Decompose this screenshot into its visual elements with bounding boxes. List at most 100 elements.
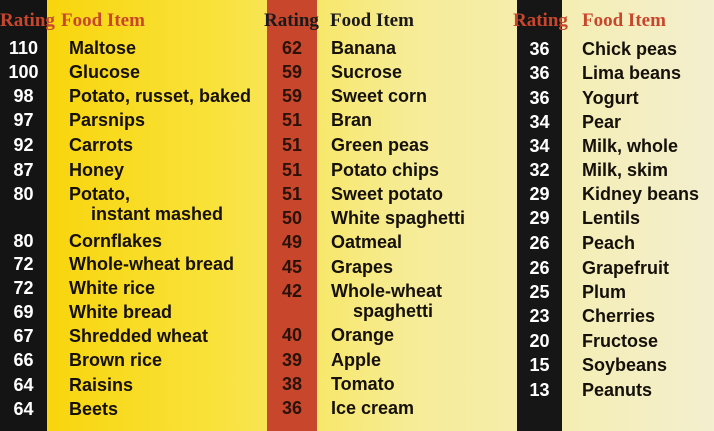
food-item: Peach bbox=[582, 233, 635, 253]
food-item-name: Beets bbox=[69, 399, 119, 419]
food-item-name: Grapes bbox=[331, 257, 394, 277]
food-item-name: Kidney beans bbox=[582, 184, 700, 204]
rating-strip-1 bbox=[0, 0, 47, 431]
food-item: Sweet potato bbox=[331, 184, 443, 204]
food-item: Cherries bbox=[582, 306, 655, 326]
food-item: Whole-wheat bread bbox=[69, 254, 234, 274]
food-item: Glucose bbox=[69, 62, 140, 82]
food-item-name: Chick peas bbox=[582, 39, 678, 59]
food-item-name: Soybeans bbox=[582, 355, 668, 375]
food-item-header: Food Item bbox=[330, 10, 414, 31]
food-item: Plum bbox=[582, 282, 626, 302]
rating-value: 72 bbox=[13, 278, 34, 298]
rating-value: 29 bbox=[529, 208, 550, 228]
food-item: White bread bbox=[69, 302, 172, 322]
food-item-name: Pear bbox=[582, 112, 622, 132]
food-item: Carrots bbox=[69, 135, 133, 155]
rating-value: 34 bbox=[529, 112, 550, 132]
food-item-name: Milk, whole bbox=[582, 136, 679, 156]
rating-value: 100 bbox=[8, 62, 39, 82]
food-item: Oatmeal bbox=[331, 232, 402, 252]
food-item: Brown rice bbox=[69, 350, 162, 370]
rating-value: 51 bbox=[281, 160, 303, 180]
rating-value: 32 bbox=[529, 160, 550, 180]
food-item: Grapefruit bbox=[582, 258, 669, 278]
food-item-name: Banana bbox=[331, 38, 397, 58]
food-item: Soybeans bbox=[582, 355, 667, 375]
rating-value: 39 bbox=[281, 350, 303, 370]
food-item-name: Grapefruit bbox=[582, 258, 670, 278]
food-item-name: Lima beans bbox=[582, 63, 682, 83]
food-item-name: Plum bbox=[582, 282, 627, 302]
food-item-name: Ice cream bbox=[331, 398, 415, 418]
food-item-name: Sweet corn bbox=[331, 86, 428, 106]
rating-value: 59 bbox=[281, 62, 303, 82]
food-item: Tomato bbox=[331, 374, 395, 394]
rating-value: 97 bbox=[13, 110, 34, 130]
food-item-name: Cornflakes bbox=[69, 231, 163, 251]
rating-strip-3 bbox=[517, 0, 562, 431]
rating-value: 13 bbox=[529, 380, 550, 400]
food-item: Whole-wheat spaghetti bbox=[331, 281, 442, 321]
rating-value: 15 bbox=[529, 355, 550, 375]
food-item-name: White bread bbox=[69, 302, 173, 322]
rating-value: 59 bbox=[281, 86, 303, 106]
food-item: Chick peas bbox=[582, 39, 677, 59]
food-item: Milk, skim bbox=[582, 160, 668, 180]
rating-strip-2 bbox=[267, 0, 317, 431]
food-item: Lima beans bbox=[582, 63, 681, 83]
food-item-name: Maltose bbox=[69, 38, 137, 58]
rating-header: Rating bbox=[264, 10, 319, 31]
food-item-name: Sucrose bbox=[331, 62, 403, 82]
rating-header: Rating bbox=[513, 10, 568, 31]
food-item-name: Shredded wheat bbox=[69, 326, 209, 346]
food-item-name: Orange bbox=[331, 325, 395, 345]
rating-value: 38 bbox=[281, 374, 303, 394]
rating-value: 92 bbox=[13, 135, 34, 155]
food-item-name: Apple bbox=[331, 350, 382, 370]
rating-value: 98 bbox=[13, 86, 34, 106]
rating-value: 64 bbox=[13, 399, 34, 419]
rating-value: 29 bbox=[529, 184, 550, 204]
food-item: Kidney beans bbox=[582, 184, 699, 204]
food-item: Sucrose bbox=[331, 62, 402, 82]
food-item: Parsnips bbox=[69, 110, 145, 130]
rating-value: 110 bbox=[8, 38, 39, 58]
food-item-name: White spaghetti bbox=[331, 208, 465, 228]
food-item: Beets bbox=[69, 399, 118, 419]
food-item: Potato, instant mashed bbox=[69, 184, 223, 224]
rating-value: 69 bbox=[13, 302, 34, 322]
food-item: Bran bbox=[331, 110, 372, 130]
rating-value: 45 bbox=[281, 257, 303, 277]
food-item: Potato, russet, baked bbox=[69, 86, 251, 106]
food-item-name: Peach bbox=[582, 233, 636, 253]
rating-value: 51 bbox=[281, 110, 303, 130]
food-item: Raisins bbox=[69, 375, 133, 395]
rating-value: 66 bbox=[13, 350, 34, 370]
food-item-name: Yogurt bbox=[582, 88, 639, 108]
rating-value: 36 bbox=[529, 88, 550, 108]
food-item-name: Cherries bbox=[582, 306, 656, 326]
food-item: Cornflakes bbox=[69, 231, 162, 251]
food-item-name: Potato, bbox=[69, 184, 130, 204]
food-item-name: Milk, skim bbox=[582, 160, 669, 180]
food-item: Pear bbox=[582, 112, 621, 132]
food-item-name: Brown rice bbox=[69, 350, 163, 370]
rating-value: 80 bbox=[13, 184, 34, 204]
food-item-name: Peanuts bbox=[582, 380, 653, 400]
food-item: Yogurt bbox=[582, 88, 639, 108]
food-item-name-line2: spaghetti bbox=[353, 301, 434, 321]
food-item: Banana bbox=[331, 38, 396, 58]
rating-value: 80 bbox=[13, 231, 34, 251]
food-item: Lentils bbox=[582, 208, 640, 228]
food-item-name: Parsnips bbox=[69, 110, 146, 130]
food-item-name-line2: instant mashed bbox=[91, 204, 224, 224]
food-item: Maltose bbox=[69, 38, 136, 58]
rating-value: 50 bbox=[281, 208, 303, 228]
food-item-name: Potato, russet, baked bbox=[69, 86, 252, 106]
food-item: Grapes bbox=[331, 257, 393, 277]
rating-value: 40 bbox=[281, 325, 303, 345]
rating-value: 23 bbox=[529, 306, 550, 326]
food-item-name: Tomato bbox=[331, 374, 395, 394]
food-item: White rice bbox=[69, 278, 155, 298]
